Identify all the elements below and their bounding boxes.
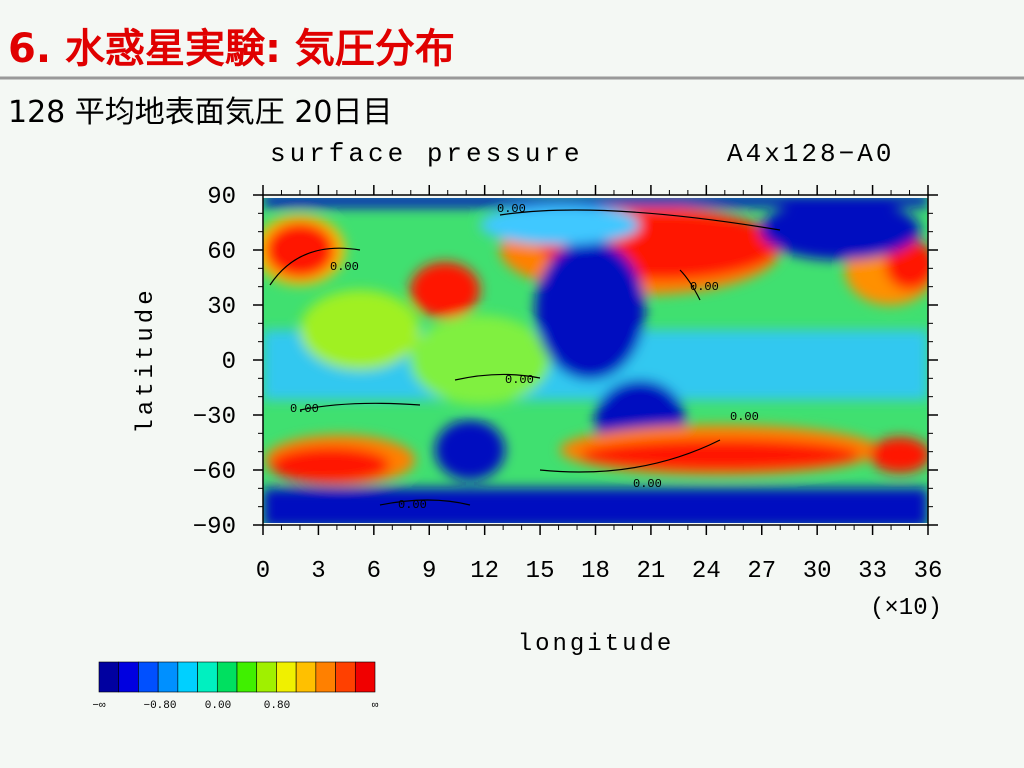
- y-tick-label: −60: [193, 459, 236, 486]
- colorbar-box: [315, 661, 336, 693]
- colorbar-box: [335, 661, 356, 693]
- colorbar-box: [236, 661, 258, 693]
- plot-title: surface pressure: [270, 139, 584, 169]
- colorbar-label: 0.00: [205, 700, 231, 712]
- y-tick-label: 60: [207, 239, 236, 266]
- y-tick-label: −90: [193, 514, 236, 541]
- y-tick-label: 30: [207, 294, 236, 321]
- x-tick-label: 6: [367, 558, 381, 585]
- contour-label: 0.00: [290, 402, 319, 416]
- colorbar-box: [118, 661, 139, 693]
- x-tick-label: 27: [747, 558, 776, 585]
- colorbar-box: [177, 661, 198, 693]
- colorbar-box: [276, 661, 297, 693]
- run-label: A4x128−A0: [727, 139, 894, 169]
- y-tick-label: −30: [193, 404, 236, 431]
- pressure-field: [263, 198, 928, 523]
- contour-label: 0.00: [505, 373, 534, 387]
- colorbar-box: [138, 661, 159, 693]
- y-tick-label: 0: [222, 349, 236, 376]
- x-tick-label: 18: [581, 558, 610, 585]
- colorbar-box: [98, 661, 120, 693]
- colorbar-box: [157, 661, 179, 693]
- contour-label: 0.00: [690, 280, 719, 294]
- contour-label: 0.00: [633, 477, 662, 491]
- x-tick-label: 33: [858, 558, 887, 585]
- x-multiplier: (×10): [870, 595, 942, 622]
- slide-title: 6. 水惑星実験: 気圧分布: [8, 26, 455, 72]
- y-tick-label: 90: [207, 184, 236, 211]
- contour-label: 0.00: [330, 260, 359, 274]
- x-axis-label: longitude: [518, 631, 675, 658]
- x-tick-label: 30: [803, 558, 832, 585]
- x-tick-label: 12: [470, 558, 499, 585]
- colorbar-box: [295, 661, 317, 693]
- colorbar-label: ∞: [372, 700, 379, 712]
- colorbar-label: 0.80: [264, 700, 290, 712]
- colorbar-label: −∞: [92, 700, 106, 712]
- colorbar-box: [256, 661, 277, 693]
- colorbar-label: −0.80: [143, 700, 176, 712]
- contour-label: 0.00: [730, 410, 759, 424]
- x-tick-label: 36: [914, 558, 943, 585]
- x-tick-label: 21: [637, 558, 666, 585]
- slide-subtitle: 128 平均地表面気圧 20日目: [8, 95, 393, 130]
- x-tick-label: 3: [311, 558, 325, 585]
- y-axis-label: latitude: [133, 286, 160, 433]
- colorbar-box: [216, 661, 238, 693]
- x-tick-label: 15: [526, 558, 555, 585]
- colorbar-box: [354, 661, 376, 693]
- x-tick-label: 9: [422, 558, 436, 585]
- contour-label: 0.00: [398, 498, 427, 512]
- colorbar-box: [197, 661, 218, 693]
- x-tick-label: 24: [692, 558, 721, 585]
- x-tick-label: 0: [256, 558, 270, 585]
- contour-label: 0.00: [497, 202, 526, 216]
